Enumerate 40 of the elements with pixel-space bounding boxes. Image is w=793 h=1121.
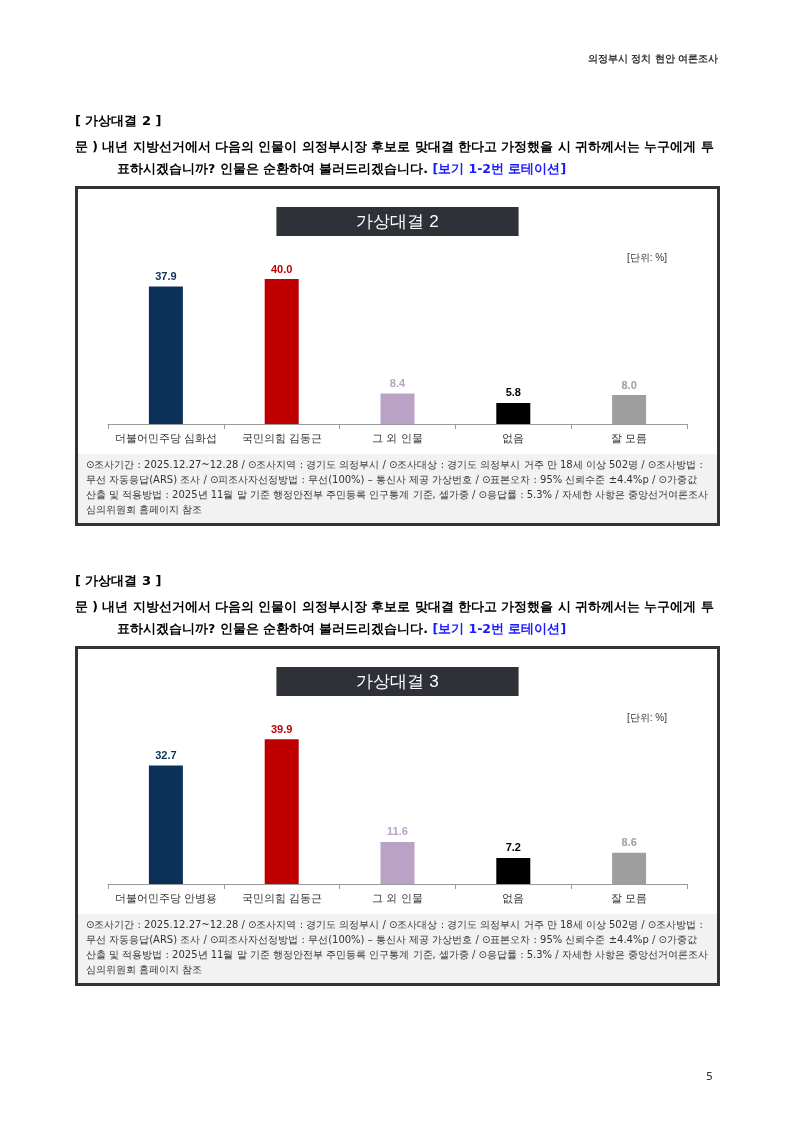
chart-title: 가상대결 2 — [356, 212, 439, 231]
data-label: 8.6 — [621, 836, 637, 849]
data-label: 8.4 — [389, 377, 407, 390]
chart-title: 가상대결 3 — [356, 672, 439, 691]
bar — [380, 841, 415, 884]
text: [보기 1-2번 로테이션] — [432, 161, 567, 176]
x-tick-label: 더불어민주당 심화섭 — [114, 431, 217, 444]
x-tick-label: 국민의힘 김동근 — [241, 891, 322, 904]
bar — [264, 279, 299, 424]
x-tick-label: 그 외 인물 — [372, 431, 423, 444]
x-tick-label: 그 외 인물 — [372, 891, 423, 904]
x-tick-label: 없음 — [502, 891, 525, 904]
x-tick-label: 잘 모름 — [611, 891, 648, 904]
text: ⊙조사기간 : 2025.12.27~12.28 / ⊙조사지역 : 경기도 의정부시 / ⊙조사대상 : 경기도 의정부시 거주 만 18세 이상 502명 / ⊙조사방법 : 무선 자동응답(ARS) 조사 / ⊙피조사자선정방법 : 무선(100%) – 통신사 제공 가상번호 / ⊙표본오차 : 95% 신뢰수준 ±4.4%p / ⊙가중값 산출 및 적용방법 : 2025년 11월 말 기준 행정안전부 주민등록 인구통계 기준, 셀가중 / ⊙응답률 : 5.3% / 자세한 사항은 중앙선거여론조사심의위원회 홈페이지 참조 — [78, 454, 717, 523]
x-tick-label: 더불어민주당 안병용 — [114, 891, 217, 904]
chart-subtitle: [단위: %] — [627, 251, 668, 263]
bar — [148, 286, 183, 424]
data-label: 8.0 — [621, 378, 637, 391]
bar — [496, 857, 531, 884]
chart-subtitle: [단위: %] — [627, 711, 668, 723]
data-label: 39.9 — [270, 722, 293, 735]
x-tick-label: 국민의힘 김동근 — [241, 431, 322, 444]
x-tick-label: 없음 — [502, 431, 525, 444]
data-label: 7.2 — [505, 841, 521, 854]
text: ⊙조사기간 : 2025.12.27~12.28 / ⊙조사지역 : 경기도 의정부시 / ⊙조사대상 : 경기도 의정부시 거주 만 18세 이상 502명 / ⊙조사방법 : 무선 자동응답(ARS) 조사 / ⊙피조사자선정방법 : 무선(100%) – 통신사 제공 가상번호 / ⊙표본오차 : 95% 신뢰수준 ±4.4%p / ⊙가중값 산출 및 적용방법 : 2025년 11월 말 기준 행정안전부 주민등록 인구통계 기준, 셀가중 / ⊙응답률 : 5.3% / 자세한 사항은 중앙선거여론조사심의위원회 홈페이지 참조 — [78, 914, 717, 983]
data-label: 11.6 — [387, 825, 408, 838]
bar — [380, 393, 415, 424]
text: 5 — [706, 1070, 713, 1083]
bar — [148, 765, 183, 884]
text: [보기 1-2번 로테이션] — [432, 621, 567, 636]
text: [ 가상대결 3 ] — [75, 572, 163, 590]
text: 의정부시 정치 현안 여론조사 — [587, 52, 718, 66]
data-label: 37.9 — [155, 270, 177, 283]
bar — [264, 739, 299, 884]
text: [ 가상대결 2 ] — [75, 112, 163, 130]
x-tick-label: 잘 모름 — [611, 431, 648, 444]
data-label: 40.0 — [270, 262, 293, 275]
data-label: 5.8 — [505, 386, 521, 399]
bar — [496, 402, 531, 424]
data-label: 32.7 — [155, 748, 177, 761]
